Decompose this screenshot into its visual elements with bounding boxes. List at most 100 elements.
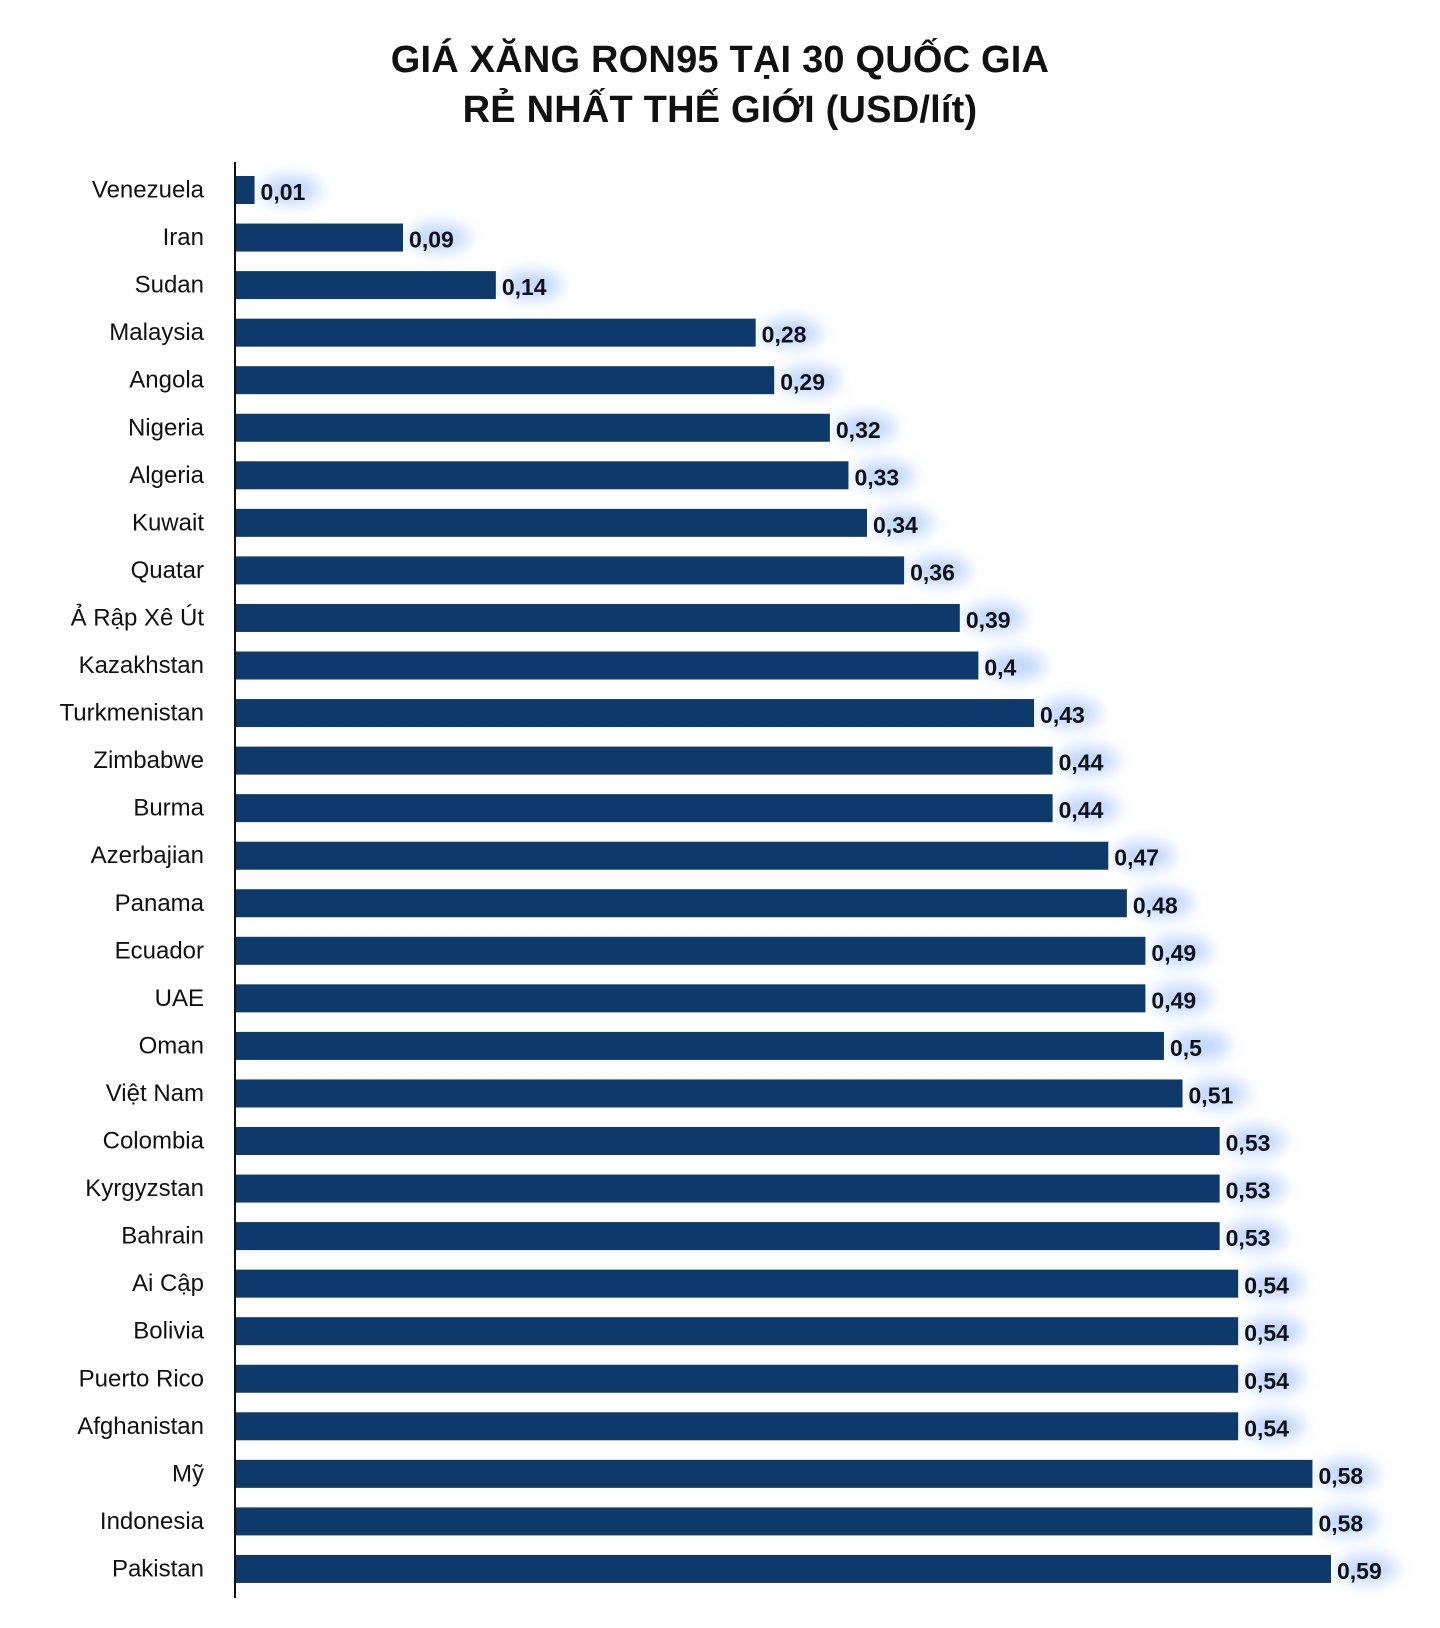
bar: [236, 508, 868, 537]
bar: [236, 1554, 1331, 1583]
value-label: 0,09: [409, 227, 454, 253]
value-label-glow: [835, 413, 896, 442]
value-label-glow: [1337, 1554, 1397, 1583]
value-label-glow: [780, 366, 841, 395]
category-label: Sudan: [135, 272, 204, 299]
bar: [236, 1364, 1239, 1393]
category-label: Ả Rập Xê Út: [71, 602, 205, 631]
value-label-glow: [1244, 1364, 1305, 1393]
bar: [236, 1459, 1313, 1488]
value-label: 0,29: [780, 369, 825, 395]
bar: [236, 413, 830, 442]
value-label: 0,54: [1244, 1415, 1289, 1441]
bar: [236, 1031, 1164, 1060]
category-label: Venezuela: [92, 177, 205, 204]
bar: [236, 1222, 1220, 1251]
category-label: Ai Cập: [132, 1270, 204, 1297]
value-label: 0,54: [1244, 1273, 1289, 1299]
category-label: UAE: [155, 985, 204, 1012]
value-label-glow: [1132, 889, 1193, 918]
category-label: Burma: [133, 795, 204, 822]
bar: [236, 366, 775, 395]
value-label: 0,28: [762, 322, 807, 348]
bar: [236, 1127, 1220, 1155]
value-label-glow: [854, 461, 915, 490]
bar: [236, 699, 1035, 728]
bar: [236, 746, 1053, 775]
value-label: 0,49: [1151, 987, 1196, 1013]
value-label: 0,44: [1059, 750, 1104, 776]
value-label-glow: [1244, 1317, 1305, 1346]
value-label-glow: [501, 271, 562, 300]
value-label-glow: [1151, 936, 1212, 965]
category-label: Kuwait: [132, 509, 204, 536]
value-label-glow: [1058, 746, 1119, 775]
chart-title-line-1: GIÁ XĂNG RON95 TẠI 30 QUỐC GIA: [390, 39, 1050, 81]
value-label: 0,01: [261, 179, 306, 205]
category-label: Colombia: [103, 1128, 205, 1155]
bar: [236, 1507, 1313, 1536]
value-label: 0,14: [502, 274, 547, 300]
category-label: Turkmenistan: [60, 700, 205, 727]
bar: [236, 889, 1127, 918]
value-label: 0,43: [1040, 702, 1085, 728]
category-label: Bahrain: [121, 1223, 204, 1250]
value-label: 0,53: [1226, 1130, 1271, 1156]
bar: [236, 318, 756, 347]
value-label-glow: [910, 556, 971, 585]
value-label-glow: [1114, 841, 1175, 870]
bar: [236, 651, 979, 680]
value-label: 0,39: [966, 607, 1011, 633]
value-label-glow: [409, 223, 470, 252]
category-label: Zimbabwe: [93, 747, 204, 774]
value-label-glow: [1040, 699, 1101, 728]
value-label-glow: [1244, 1269, 1305, 1298]
value-label: 0,5: [1170, 1035, 1202, 1061]
bar: [236, 556, 905, 585]
value-label-glow: [1318, 1459, 1379, 1488]
value-label-glow: [1318, 1507, 1379, 1536]
category-label: Kazakhstan: [79, 652, 204, 679]
value-label: 0,49: [1151, 940, 1196, 966]
bar: [236, 223, 404, 252]
category-label: Panama: [115, 890, 205, 917]
category-label: Mỹ: [172, 1460, 204, 1487]
category-label: Iran: [163, 224, 204, 251]
value-label: 0,33: [854, 464, 899, 490]
value-label: 0,54: [1244, 1368, 1289, 1394]
value-label-glow: [965, 603, 1026, 632]
category-label: Azerbajian: [91, 842, 204, 869]
value-label-glow: [873, 508, 934, 537]
value-label: 0,47: [1114, 845, 1159, 871]
value-label-glow: [984, 651, 1045, 680]
category-label: Algeria: [129, 462, 204, 489]
value-label-glow: [1169, 1031, 1230, 1060]
bar: [236, 1269, 1239, 1298]
category-label: Afghanistan: [77, 1413, 204, 1440]
value-label-glow: [1244, 1412, 1305, 1441]
category-label: Quatar: [131, 557, 204, 584]
value-label-glow: [1058, 794, 1119, 823]
category-label: Malaysia: [109, 319, 204, 346]
value-label: 0,58: [1318, 1463, 1363, 1489]
bar: [236, 1174, 1220, 1203]
bar: [236, 603, 960, 632]
category-label: Việt Nam: [106, 1080, 204, 1107]
value-label-glow: [1225, 1222, 1286, 1251]
category-label: Ecuador: [115, 937, 204, 964]
bar: [236, 984, 1146, 1013]
bar: [236, 841, 1109, 870]
value-label: 0,32: [836, 417, 881, 443]
value-label-glow: [1151, 984, 1212, 1013]
value-label: 0,44: [1059, 797, 1104, 823]
value-label-glow: [1188, 1079, 1249, 1108]
value-label-glow: [1225, 1174, 1286, 1203]
value-label-glow: [1225, 1127, 1286, 1155]
category-label: Kyrgyzstan: [85, 1175, 204, 1202]
category-label: Pakistan: [112, 1555, 204, 1582]
bar: [236, 1412, 1239, 1441]
value-label: 0,34: [873, 512, 918, 538]
value-label: 0,53: [1226, 1225, 1271, 1251]
bar: [236, 1079, 1183, 1108]
